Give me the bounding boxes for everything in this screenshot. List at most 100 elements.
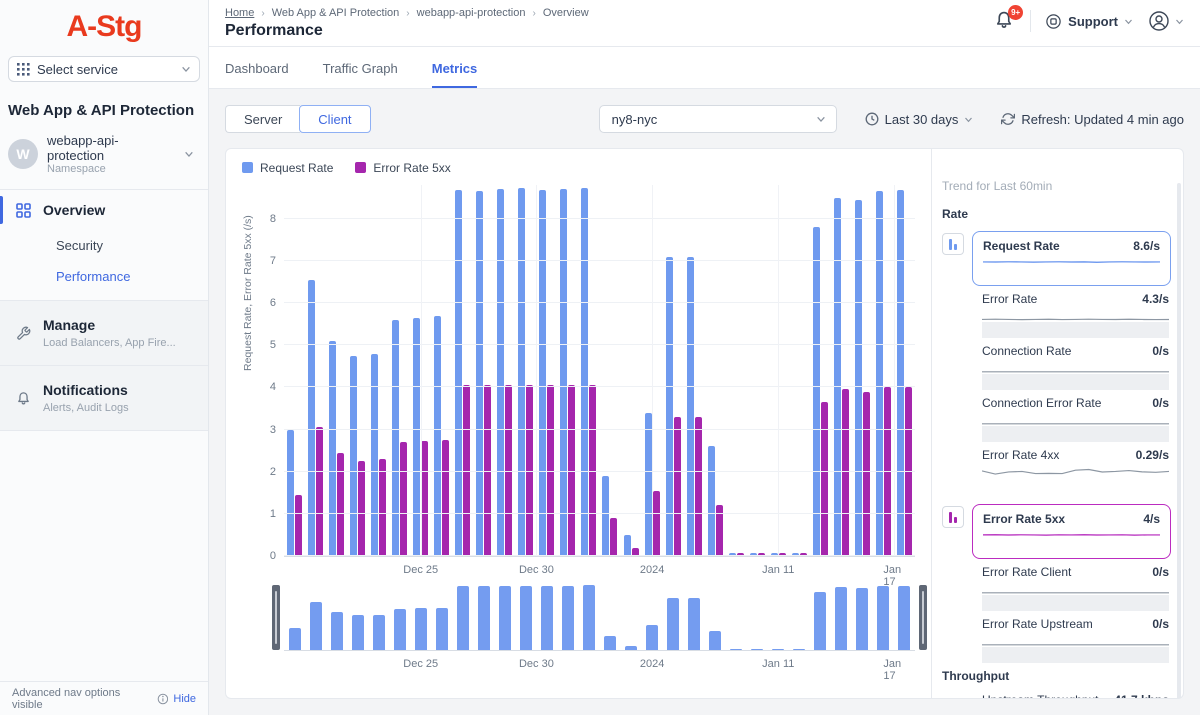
error-rate-5xx-bar[interactable] [568, 385, 576, 556]
metric-upstream-throughput[interactable]: Upstream Throughput 41.7 kbps [942, 693, 1171, 698]
error-rate-5xx-bar[interactable] [295, 494, 303, 556]
request-rate-bar[interactable] [728, 552, 736, 556]
request-rate-bar[interactable] [476, 190, 484, 556]
request-rate-bar[interactable] [749, 552, 757, 556]
error-rate-5xx-bar[interactable] [904, 387, 912, 556]
trend-section-title-throughput: Throughput [942, 669, 1010, 683]
tab-metrics[interactable]: Metrics [431, 47, 478, 88]
request-rate-bar[interactable] [791, 552, 799, 556]
site-select-dropdown[interactable]: ny8-nyc [598, 105, 837, 133]
account-menu[interactable] [1147, 9, 1184, 33]
request-rate-bar[interactable] [392, 319, 400, 556]
request-rate-bar[interactable] [770, 552, 778, 556]
request-rate-bar[interactable] [308, 279, 316, 556]
request-rate-bar[interactable] [707, 446, 715, 556]
error-rate-5xx-bar[interactable] [379, 459, 387, 556]
legend-item-request-rate[interactable]: Request Rate [242, 161, 333, 175]
sidebar-item-overview[interactable]: Overview [0, 190, 208, 230]
sidebar-item-manage[interactable]: Manage Load Balancers, App Fire... [0, 305, 208, 361]
error-rate-5xx-bar[interactable] [610, 518, 618, 556]
request-rate-bar[interactable] [854, 199, 862, 556]
notifications-bell-button[interactable]: 9+ [994, 5, 1024, 32]
error-rate-5xx-bar[interactable] [442, 440, 450, 556]
error-rate-5xx-bar[interactable] [526, 385, 534, 556]
main-bar-chart[interactable]: Request Rate, Error Rate 5xx (/s) 0 1 2 3 4 5… [242, 185, 915, 562]
request-rate-bar[interactable] [623, 534, 631, 556]
refresh-button[interactable]: Refresh: Updated 4 min ago [1001, 112, 1184, 127]
metric-error-rate-client[interactable]: Error Rate Client 0/s [942, 565, 1171, 611]
error-rate-5xx-bar[interactable] [400, 442, 408, 556]
error-rate-5xx-bar[interactable] [778, 552, 786, 556]
request-rate-bar[interactable] [560, 189, 568, 556]
error-rate-5xx-bar[interactable] [337, 452, 345, 556]
error-rate-5xx-bar[interactable] [547, 385, 555, 556]
tab-traffic-graph[interactable]: Traffic Graph [322, 61, 398, 76]
support-menu[interactable]: Support [1045, 13, 1133, 30]
navigator-right-handle[interactable] [919, 585, 927, 650]
error-rate-5xx-bar[interactable] [652, 490, 660, 556]
breadcrumb-overview[interactable]: Overview [542, 7, 589, 19]
request-rate-bar[interactable] [602, 475, 610, 556]
metric-error-rate-5xx[interactable]: Error Rate 5xx 4/s [942, 504, 1171, 559]
error-rate-5xx-bar[interactable] [820, 402, 828, 556]
select-service-dropdown[interactable]: Select service [8, 56, 200, 82]
chart-navigator[interactable] [272, 585, 927, 651]
error-rate-5xx-bar[interactable] [505, 385, 513, 556]
error-rate-5xx-bar[interactable] [694, 416, 702, 556]
sidebar-item-notifications[interactable]: Notifications Alerts, Audit Logs [0, 370, 208, 426]
request-rate-bar[interactable] [455, 190, 463, 556]
hide-advanced-nav-link[interactable]: Hide [173, 692, 196, 705]
server-toggle-button[interactable]: Server [225, 105, 301, 133]
time-range-dropdown[interactable]: Last 30 days [865, 112, 974, 127]
error-rate-5xx-bar[interactable] [736, 552, 744, 556]
panel-scrollbar[interactable] [1177, 183, 1181, 698]
client-toggle-button[interactable]: Client [299, 105, 371, 133]
error-rate-5xx-bar[interactable] [799, 552, 807, 556]
metric-error-rate-4xx[interactable]: Error Rate 4xx 0.29/s [942, 448, 1171, 498]
request-rate-bar[interactable] [581, 187, 589, 556]
breadcrumb-home[interactable]: Home [225, 7, 255, 19]
request-rate-bar[interactable] [875, 191, 883, 556]
request-rate-bar[interactable] [896, 190, 904, 556]
navigator-left-handle[interactable] [272, 585, 280, 650]
error-rate-5xx-bar[interactable] [757, 552, 765, 556]
request-rate-bar[interactable] [413, 317, 421, 556]
request-rate-bar[interactable] [497, 189, 505, 556]
metric-error-rate-upstream[interactable]: Error Rate Upstream 0/s [942, 617, 1171, 663]
request-rate-bar[interactable] [434, 315, 442, 556]
request-rate-bar[interactable] [644, 412, 652, 556]
request-rate-bar[interactable] [518, 188, 526, 556]
error-rate-5xx-bar[interactable] [421, 441, 429, 556]
error-rate-5xx-bar[interactable] [883, 387, 891, 556]
request-rate-bar[interactable] [833, 197, 841, 556]
metric-request-rate[interactable]: Request Rate 8.6/s [942, 231, 1171, 286]
request-rate-bar[interactable] [686, 256, 694, 556]
error-rate-5xx-bar[interactable] [316, 427, 324, 556]
request-rate-bar[interactable] [329, 341, 337, 556]
sidebar-item-security[interactable]: Security [56, 238, 103, 253]
request-rate-bar[interactable] [350, 355, 358, 556]
metric-connection-error-rate[interactable]: Connection Error Rate 0/s [942, 396, 1171, 442]
request-rate-bar[interactable] [287, 429, 295, 556]
error-rate-5xx-bar[interactable] [862, 391, 870, 556]
sidebar-item-performance[interactable]: Performance [56, 269, 131, 284]
metric-connection-rate[interactable]: Connection Rate 0/s [942, 344, 1171, 390]
error-rate-5xx-bar[interactable] [484, 385, 492, 556]
breadcrumb-waap[interactable]: Web App & API Protection [271, 7, 400, 19]
namespace-selector[interactable]: W webapp-api-protection Namespace [0, 123, 208, 189]
error-rate-5xx-bar[interactable] [631, 548, 639, 556]
request-rate-bar[interactable] [371, 353, 379, 556]
error-rate-5xx-bar[interactable] [715, 505, 723, 556]
request-rate-bar[interactable] [665, 256, 673, 556]
tab-dashboard[interactable]: Dashboard [225, 61, 289, 76]
request-rate-bar[interactable] [539, 190, 547, 556]
request-rate-bar[interactable] [812, 227, 820, 556]
error-rate-5xx-bar[interactable] [358, 461, 366, 556]
error-rate-5xx-bar[interactable] [673, 416, 681, 556]
metric-error-rate[interactable]: Error Rate 4.3/s [942, 292, 1171, 338]
error-rate-5xx-bar[interactable] [841, 389, 849, 556]
breadcrumb-namespace[interactable]: webapp-api-protection [416, 7, 526, 19]
error-rate-5xx-bar[interactable] [463, 385, 471, 556]
legend-item-error-rate-5xx[interactable]: Error Rate 5xx [355, 161, 451, 175]
error-rate-5xx-bar[interactable] [589, 385, 597, 556]
